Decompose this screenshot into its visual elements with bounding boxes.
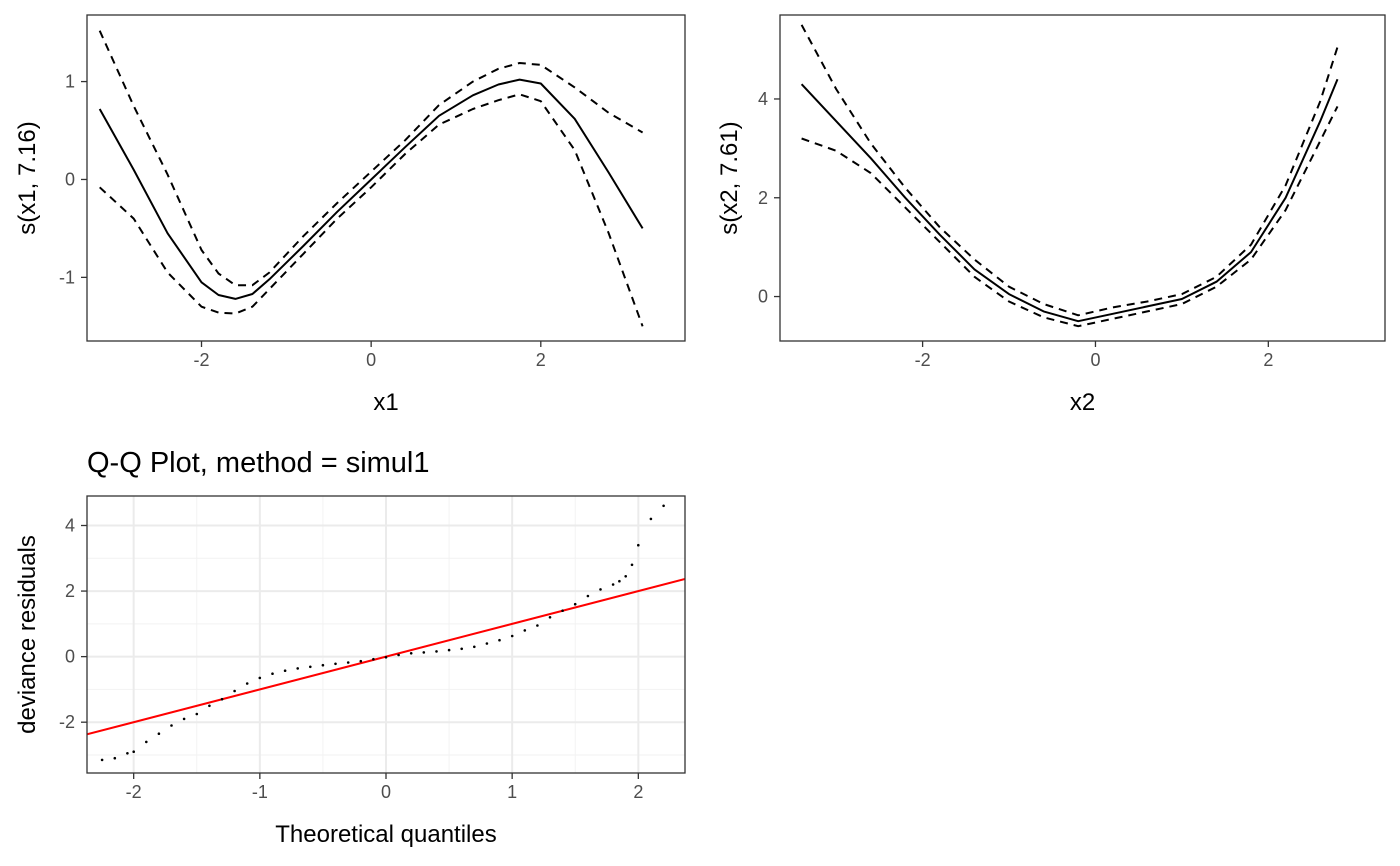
residual-point <box>182 717 186 721</box>
panel-3: -2 -1 0 1 2 -2 0 2 4 Theoretical quantiles devianc… <box>14 447 686 848</box>
residual-point <box>397 653 400 657</box>
x-axis-title: x2 <box>1070 389 1095 416</box>
x-tick-label: 0 <box>381 782 391 802</box>
y-tick-label: -1 <box>59 267 75 287</box>
residual-point <box>195 712 199 716</box>
residual-point <box>309 665 312 669</box>
residual-point <box>510 634 514 638</box>
residual-point <box>536 624 539 627</box>
residual-point <box>624 575 627 578</box>
x-tick-label: 1 <box>507 782 517 802</box>
y-tick-label: 2 <box>758 188 768 208</box>
residual-point <box>548 616 552 619</box>
x-tick-label: -2 <box>915 350 931 370</box>
residual-point <box>662 504 665 508</box>
x-tick-label: -1 <box>252 782 268 802</box>
residual-point <box>649 517 653 521</box>
plot-background <box>780 15 1385 341</box>
residual-point <box>220 697 224 701</box>
panel-1: -2 0 2 -1 0 1 x1 s(x1, 7.16) <box>14 14 686 416</box>
residual-point <box>498 638 501 642</box>
residual-point <box>409 652 413 655</box>
y-tick-label: 4 <box>758 89 768 109</box>
panel-2: -2 0 2 0 2 4 x2 s(x2, 7.61) <box>716 14 1386 416</box>
residual-point <box>132 750 135 753</box>
y-tick-label: 1 <box>65 72 75 92</box>
confidence-band-line <box>99 93 644 327</box>
y-axis-title: s(x2, 7.61) <box>716 121 743 234</box>
residual-point <box>170 724 173 727</box>
plot-background <box>87 15 685 341</box>
x-tick-label: -2 <box>194 350 210 370</box>
residual-point <box>561 609 564 612</box>
residual-point <box>157 732 161 735</box>
residual-point <box>637 543 640 547</box>
x-tick-label: 2 <box>633 782 643 802</box>
x-tick-label: 0 <box>366 350 376 370</box>
x-tick-label: 2 <box>536 350 546 370</box>
residual-point <box>599 588 602 591</box>
residual-point <box>283 669 287 672</box>
residual-point <box>321 663 325 667</box>
confidence-band-line <box>801 105 1339 328</box>
residual-point <box>359 659 363 663</box>
x-axis-title: x1 <box>373 389 398 416</box>
residual-point <box>113 756 117 760</box>
y-axis-title: deviance residuals <box>14 535 41 734</box>
residual-point <box>447 648 451 652</box>
residual-point <box>334 662 337 666</box>
residual-point <box>573 602 577 606</box>
residual-point <box>384 656 388 659</box>
residual-point <box>523 629 527 632</box>
y-tick-label: 0 <box>65 169 75 189</box>
y-tick-label: 0 <box>758 287 768 307</box>
residual-point <box>460 647 464 651</box>
residual-point <box>145 740 148 744</box>
y-axis-title: s(x1, 7.16) <box>14 121 41 234</box>
smooth-fit-line <box>98 78 644 300</box>
residual-point <box>258 676 262 680</box>
residual-point <box>100 758 104 762</box>
x-tick-label: -2 <box>126 782 142 802</box>
y-tick-label: -2 <box>59 712 75 732</box>
residual-point <box>372 657 375 661</box>
x-axis-title: Theoretical quantiles <box>275 821 496 848</box>
y-tick-label: 4 <box>65 516 75 536</box>
confidence-band-line <box>800 24 1339 317</box>
residual-point <box>473 645 476 649</box>
residual-point <box>435 650 438 653</box>
residual-point <box>233 689 236 693</box>
confidence-band-line <box>98 30 644 287</box>
residual-point <box>346 661 350 664</box>
residual-point <box>245 682 249 685</box>
residual-point <box>485 642 489 645</box>
residual-point <box>296 667 300 670</box>
residual-point <box>618 579 621 583</box>
residual-point <box>208 704 211 708</box>
y-tick-label: 0 <box>65 647 75 667</box>
x-tick-label: 0 <box>1090 350 1100 370</box>
smooth-fit-line <box>800 78 1339 323</box>
residual-point <box>611 583 615 586</box>
x-tick-label: 2 <box>1263 350 1273 370</box>
panel-border <box>779 14 1386 342</box>
residual-point <box>630 563 634 567</box>
residual-point <box>126 752 129 755</box>
residual-point <box>586 594 590 598</box>
y-tick-label: 2 <box>65 581 75 601</box>
residual-point <box>271 672 274 675</box>
residual-point <box>422 651 426 654</box>
panel-border <box>86 14 686 342</box>
plot-title: Q-Q Plot, method = simul1 <box>87 447 430 479</box>
